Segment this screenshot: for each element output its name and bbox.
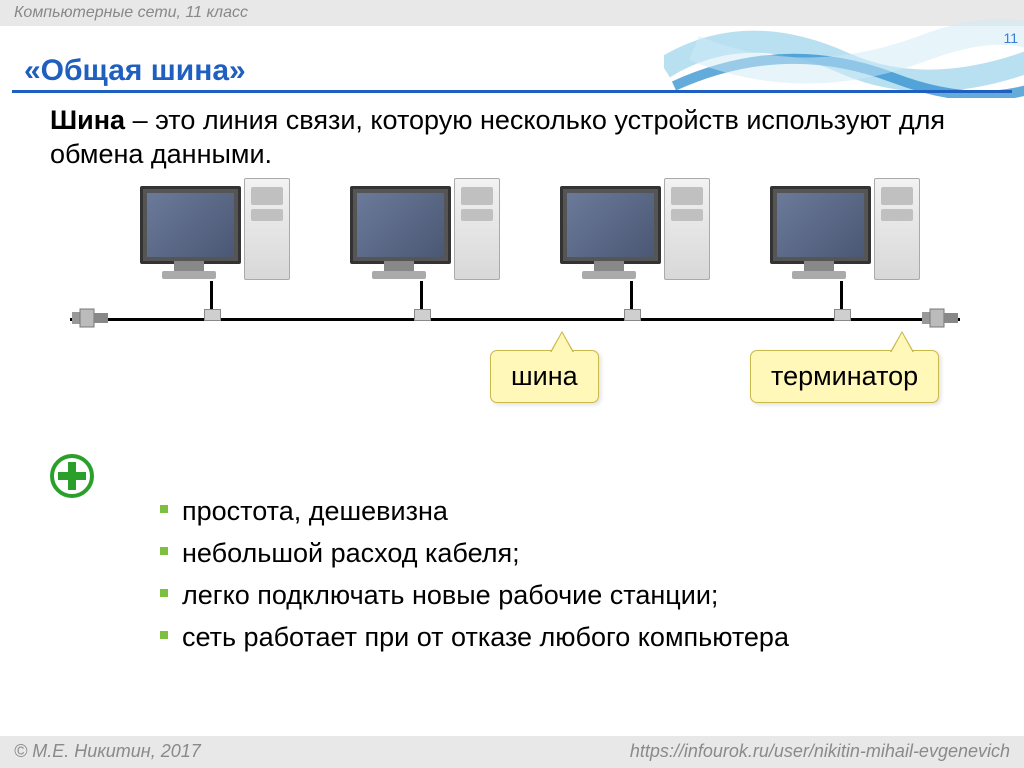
monitor-icon [560, 186, 661, 264]
terminator [922, 307, 960, 329]
list-item: легко подключать новые рабочие станции; [160, 575, 789, 617]
callout-bubble: терминатор [750, 350, 939, 403]
definition-text: Шина – это линия связи, которую нескольк… [50, 104, 994, 172]
list-item: простота, дешевизна [160, 491, 789, 533]
list-item: небольшой расход кабеля; [160, 533, 789, 575]
callout-label: шина [511, 361, 578, 391]
monitor-icon [140, 186, 241, 264]
slide-number: 11 [1003, 30, 1018, 46]
bus-topology-diagram: шина терминатор [70, 178, 970, 408]
drop-cable [420, 281, 423, 318]
monitor-icon [350, 186, 451, 264]
drop-cable [630, 281, 633, 318]
monitor-icon [770, 186, 871, 264]
advantages-list: простота, дешевизнанебольшой расход кабе… [120, 491, 789, 658]
callout-label: терминатор [771, 361, 918, 391]
drop-cable [210, 281, 213, 318]
plus-icon [50, 454, 94, 498]
slide: Компьютерные сети, 11 класс 11 «Общая ши… [0, 0, 1024, 768]
drop-cable [840, 281, 843, 318]
tower-icon [454, 178, 500, 280]
title-underline [12, 90, 1012, 93]
footer-right: https://infourok.ru/user/nikitin-mihail-… [630, 741, 1010, 762]
callout-bubble: шина [490, 350, 599, 403]
definition-rest: – это линия связи, которую несколько уст… [50, 105, 945, 169]
definition-term: Шина [50, 105, 125, 135]
section-title: «Общая шина» [24, 54, 246, 88]
tower-icon [244, 178, 290, 280]
tower-icon [874, 178, 920, 280]
list-item: сеть работает при от отказе любого компь… [160, 617, 789, 659]
terminator [72, 307, 110, 329]
breadcrumb-bar: Компьютерные сети, 11 класс [0, 0, 1024, 26]
footer-left: © М.Е. Никитин, 2017 [14, 741, 201, 762]
breadcrumb: Компьютерные сети, 11 класс [14, 4, 248, 21]
tower-icon [664, 178, 710, 280]
